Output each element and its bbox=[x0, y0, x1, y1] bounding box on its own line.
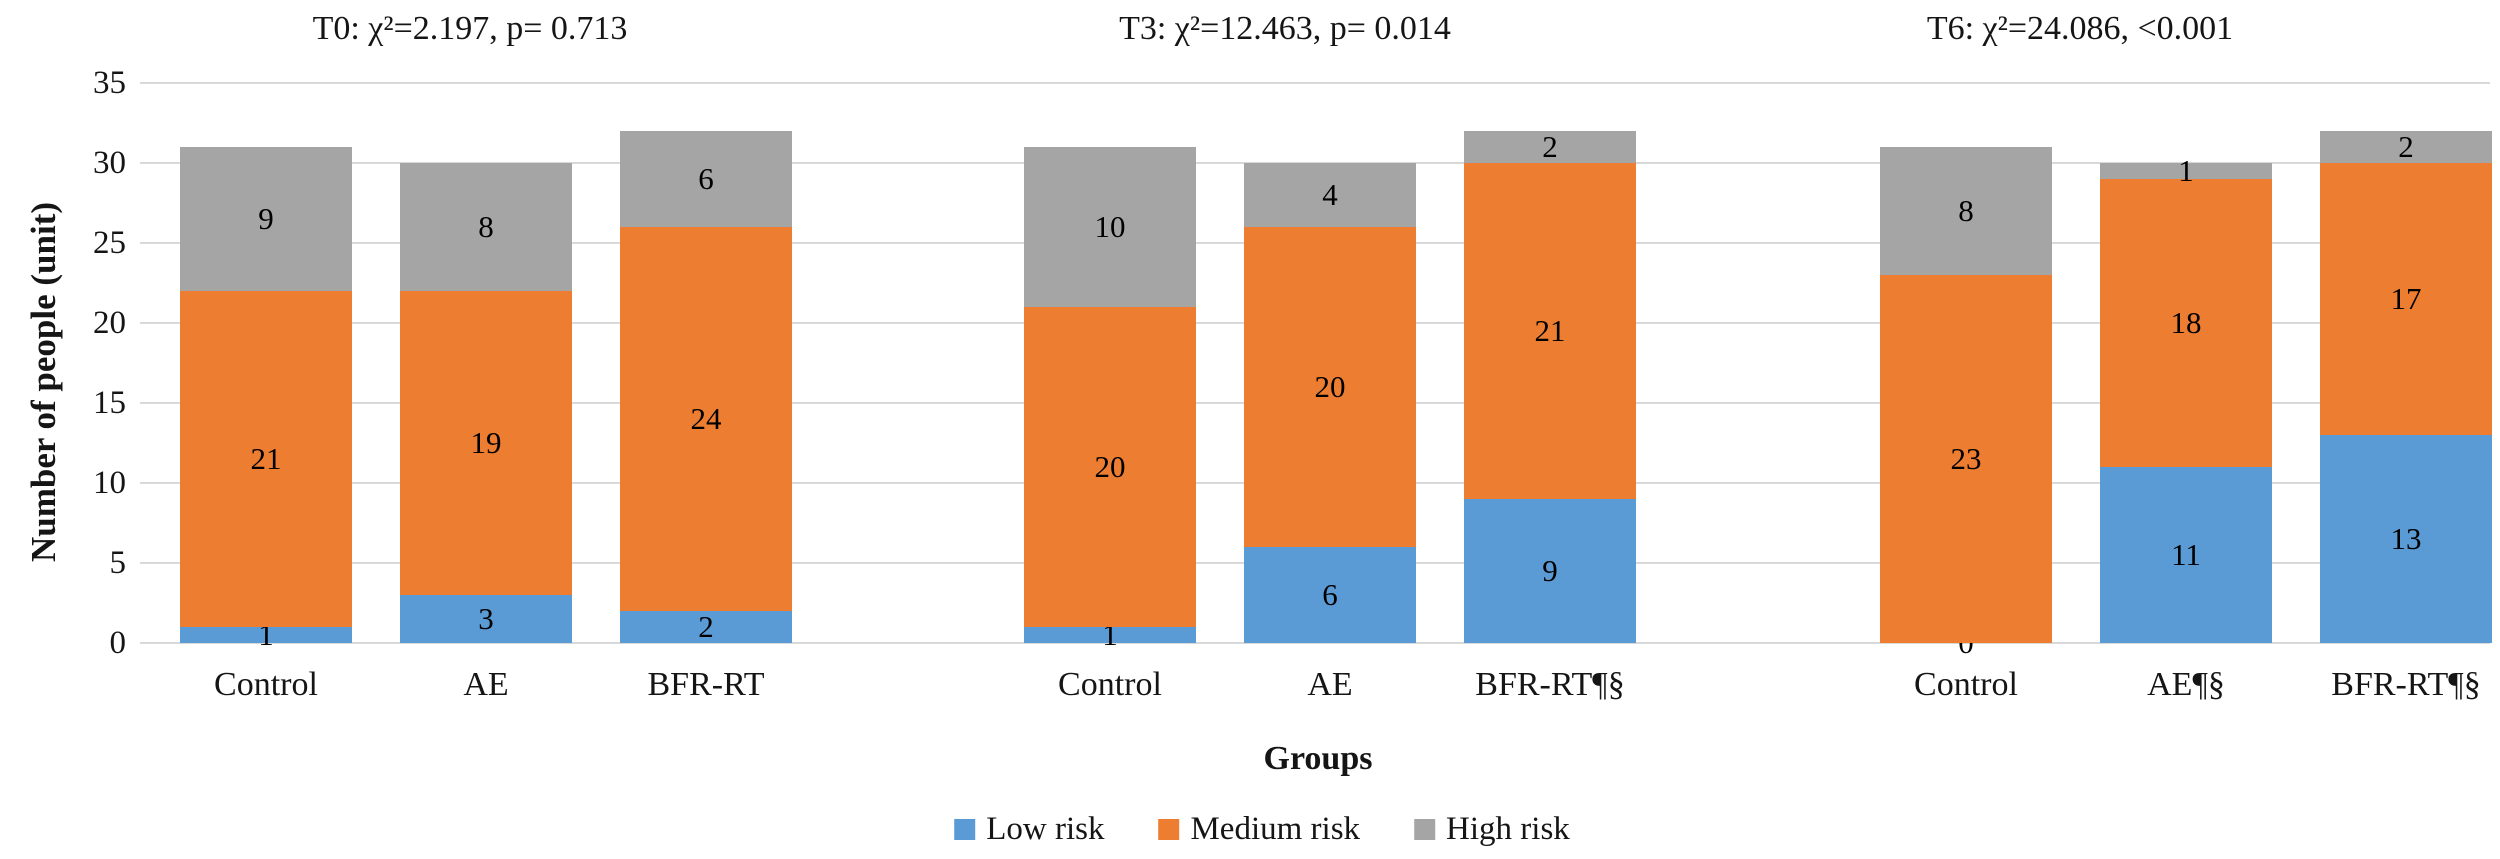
gridline-y-0 bbox=[140, 642, 2490, 644]
y-tick-label-0: 0 bbox=[109, 625, 127, 661]
legend-item-low-risk: Low risk bbox=[954, 810, 1104, 848]
legend-item-high-risk: High risk bbox=[1414, 810, 1570, 848]
plot-area: 121931982246120106204921202381118113172 bbox=[140, 82, 2492, 660]
segment-high-risk: 9 bbox=[180, 147, 352, 291]
category-label-AE: AE bbox=[463, 666, 509, 703]
segment-medium-risk: 23 bbox=[1880, 275, 2052, 643]
segment-low-risk: 6 bbox=[1244, 547, 1416, 643]
data-label: 9 bbox=[1542, 553, 1558, 588]
category-label-BFR-RT: BFR-RT bbox=[647, 666, 765, 703]
panel-title-2: T6: χ²=24.086, <0.001 bbox=[1926, 10, 2234, 47]
category-label-Control: Control bbox=[1914, 666, 2018, 703]
segment-medium-risk: 21 bbox=[1464, 163, 1636, 499]
data-label: 10 bbox=[1094, 209, 1126, 244]
category-label-AE: AE bbox=[1307, 666, 1353, 703]
bar-AE-panel-2: 11 18 1 bbox=[2100, 154, 2272, 643]
data-label: 2 bbox=[2398, 129, 2414, 164]
segment-medium-risk: 17 bbox=[2320, 163, 2492, 435]
panel-title-1: T3: χ²=12.463, p= 0.014 bbox=[1119, 10, 1451, 47]
legend-item-medium-risk: Medium risk bbox=[1158, 810, 1360, 848]
legend-label: High risk bbox=[1446, 811, 1570, 847]
y-tick-label-5: 5 bbox=[109, 545, 127, 581]
bar-BFR-RT-panel-2: 13 17 2 bbox=[2320, 129, 2492, 643]
bar-Control-panel-1: 1 20 10 bbox=[1024, 147, 1196, 652]
data-label: 20 bbox=[1314, 369, 1346, 404]
data-label: 6 bbox=[1322, 577, 1338, 612]
data-label: 17 bbox=[2390, 281, 2422, 316]
bar-Control-panel-0: 1 21 9 bbox=[180, 147, 352, 652]
bar-AE-panel-1: 6 20 4 bbox=[1244, 163, 1416, 643]
legend-label: Medium risk bbox=[1190, 811, 1361, 847]
category-label-Control: Control bbox=[214, 666, 318, 703]
y-tick-label-35: 35 bbox=[93, 65, 126, 101]
segment-medium-risk: 18 bbox=[2100, 179, 2272, 467]
data-label: 8 bbox=[478, 209, 494, 244]
data-label: 9 bbox=[258, 201, 274, 236]
bar-Control-panel-2: 0238 bbox=[1880, 147, 2052, 660]
segment-high-risk: 2 bbox=[2320, 129, 2492, 164]
segment-high-risk: 8 bbox=[1880, 147, 2052, 275]
segment-low-risk: 9 bbox=[1464, 499, 1636, 643]
bar-AE-panel-0: 3 19 8 bbox=[400, 163, 572, 643]
category-label-Control: Control bbox=[1058, 666, 1162, 703]
category-label-AE: AE¶§ bbox=[2147, 666, 2225, 703]
data-label: 4 bbox=[1322, 177, 1338, 212]
segment-low-risk: 11 bbox=[2100, 467, 2272, 643]
gridline-y-35 bbox=[140, 82, 2490, 84]
data-label: 18 bbox=[2170, 305, 2202, 340]
segment-low-risk: 1 bbox=[1024, 618, 1196, 652]
category-label-BFR-RT: BFR-RT¶§ bbox=[2331, 666, 2481, 703]
segment-high-risk: 2 bbox=[1464, 129, 1636, 164]
legend-swatch-icon bbox=[954, 818, 976, 840]
segment-high-risk: 8 bbox=[400, 163, 572, 291]
y-tick-label-30: 30 bbox=[93, 145, 126, 181]
segment-high-risk: 10 bbox=[1024, 147, 1196, 307]
segment-high-risk: 6 bbox=[620, 131, 792, 227]
bar-BFR-RT-panel-1: 9 21 2 bbox=[1464, 129, 1636, 643]
segment-low-risk: 2 bbox=[620, 609, 792, 644]
legend-swatch-icon bbox=[1158, 818, 1180, 840]
bar-BFR-RT-panel-0: 2 24 6 bbox=[620, 131, 792, 644]
segment-medium-risk: 19 bbox=[400, 291, 572, 595]
data-label: 2 bbox=[698, 609, 714, 644]
data-label: 13 bbox=[2390, 521, 2422, 556]
data-label: 3 bbox=[478, 601, 494, 636]
y-tick-label-20: 20 bbox=[93, 305, 126, 341]
y-tick-label-10: 10 bbox=[93, 465, 126, 501]
data-label: 21 bbox=[1534, 313, 1566, 348]
y-tick-label-15: 15 bbox=[93, 385, 126, 421]
chart-legend: Low risk Medium risk High risk bbox=[954, 810, 1570, 848]
data-label: 23 bbox=[1950, 441, 1982, 476]
segment-medium-risk: 21 bbox=[180, 291, 352, 627]
segment-high-risk: 1 bbox=[2100, 154, 2272, 188]
segment-low-risk: 1 bbox=[180, 618, 352, 652]
segment-medium-risk: 24 bbox=[620, 227, 792, 611]
data-label: 2 bbox=[1542, 129, 1558, 164]
data-label: 21 bbox=[250, 441, 282, 476]
x-axis-title: Groups bbox=[1263, 740, 1373, 777]
data-label: 11 bbox=[2171, 537, 2201, 572]
data-label: 19 bbox=[470, 425, 502, 460]
segment-high-risk: 4 bbox=[1244, 163, 1416, 227]
legend-label: Low risk bbox=[986, 811, 1105, 847]
segment-medium-risk: 20 bbox=[1244, 227, 1416, 547]
data-label: 8 bbox=[1958, 193, 1974, 228]
segment-low-risk: 13 bbox=[2320, 435, 2492, 643]
data-label: 1 bbox=[2178, 153, 2194, 188]
data-label: 20 bbox=[1094, 449, 1126, 484]
y-tick-label-25: 25 bbox=[93, 225, 126, 261]
segment-low-risk: 3 bbox=[400, 595, 572, 643]
data-label: 24 bbox=[690, 401, 722, 436]
segment-medium-risk: 20 bbox=[1024, 307, 1196, 627]
legend-swatch-icon bbox=[1414, 818, 1436, 840]
panel-title-0: T0: χ²=2.197, p= 0.713 bbox=[312, 10, 628, 47]
data-label: 6 bbox=[698, 161, 714, 196]
category-label-BFR-RT: BFR-RT¶§ bbox=[1475, 666, 1625, 703]
